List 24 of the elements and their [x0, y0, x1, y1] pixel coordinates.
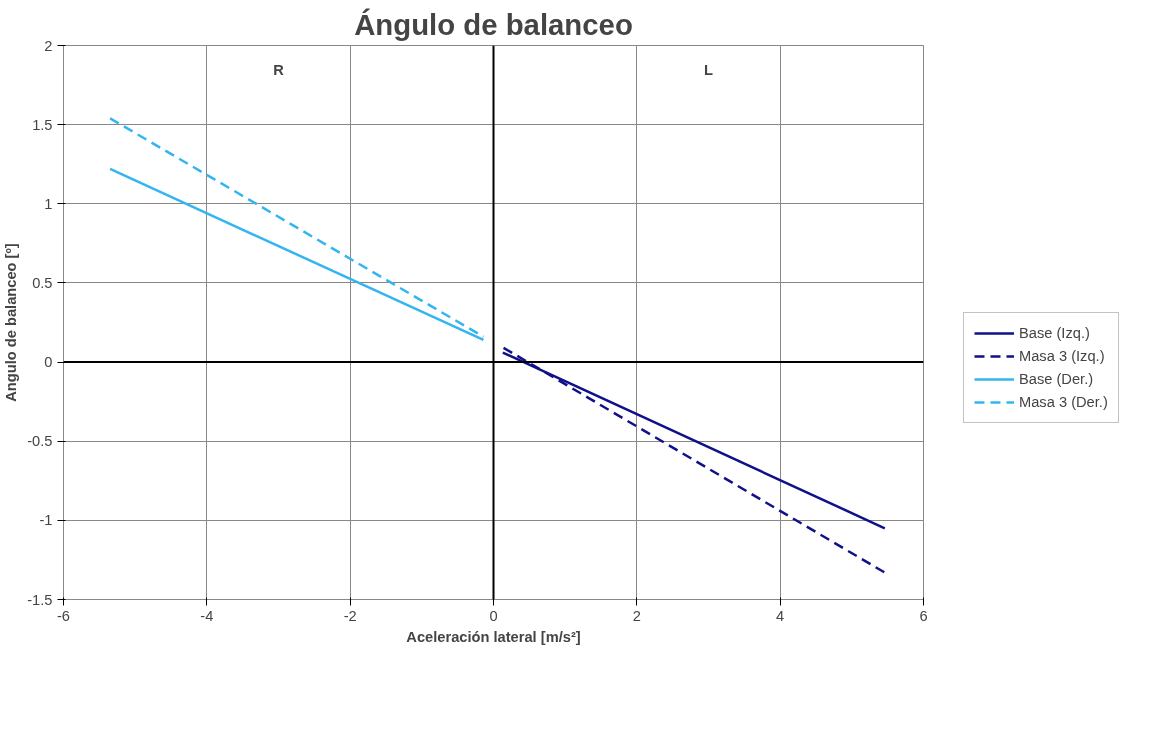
x-tick-label: -4 [200, 607, 214, 624]
x-tick-label: 6 [919, 607, 928, 624]
legend-label: Masa 3 (Izq.) [1019, 348, 1105, 364]
legend-label: Base (Der.) [1019, 371, 1094, 387]
y-tick-label: -0.5 [27, 433, 53, 450]
annotation: L [704, 62, 714, 79]
legend-label: Base (Izq.) [1019, 325, 1090, 341]
x-tick-label: 0 [489, 607, 498, 624]
y-tick-label: 1.5 [32, 116, 53, 133]
chart-title: Ángulo de balanceo [354, 7, 633, 41]
y-tick-label: 0 [44, 354, 53, 371]
x-tick-label: -2 [343, 607, 357, 624]
y-axis-title: Angulo de balanceo [º] [3, 243, 20, 402]
x-tick-label: -6 [56, 607, 71, 624]
y-tick-label: 0.5 [32, 274, 53, 291]
legend-label: Masa 3 (Der.) [1019, 394, 1108, 410]
y-tick-label: -1 [39, 512, 53, 529]
x-axis-title: Aceleración lateral [m/s²] [406, 628, 581, 645]
y-tick-label: 2 [44, 37, 53, 54]
x-tick-label: 4 [776, 607, 785, 624]
x-tick-label: 2 [632, 607, 641, 624]
annotation: R [273, 62, 285, 79]
y-tick-label: -1.5 [27, 591, 53, 608]
y-tick-label: 1 [44, 195, 53, 212]
